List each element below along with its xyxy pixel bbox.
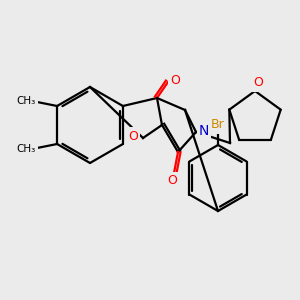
Text: Br: Br bbox=[211, 118, 225, 131]
Text: CH₃: CH₃ bbox=[17, 96, 36, 106]
Text: O: O bbox=[128, 130, 138, 142]
Text: O: O bbox=[253, 76, 263, 89]
Text: N: N bbox=[199, 124, 209, 138]
Text: O: O bbox=[170, 74, 180, 86]
Text: CH₃: CH₃ bbox=[17, 144, 36, 154]
Text: O: O bbox=[167, 175, 177, 188]
